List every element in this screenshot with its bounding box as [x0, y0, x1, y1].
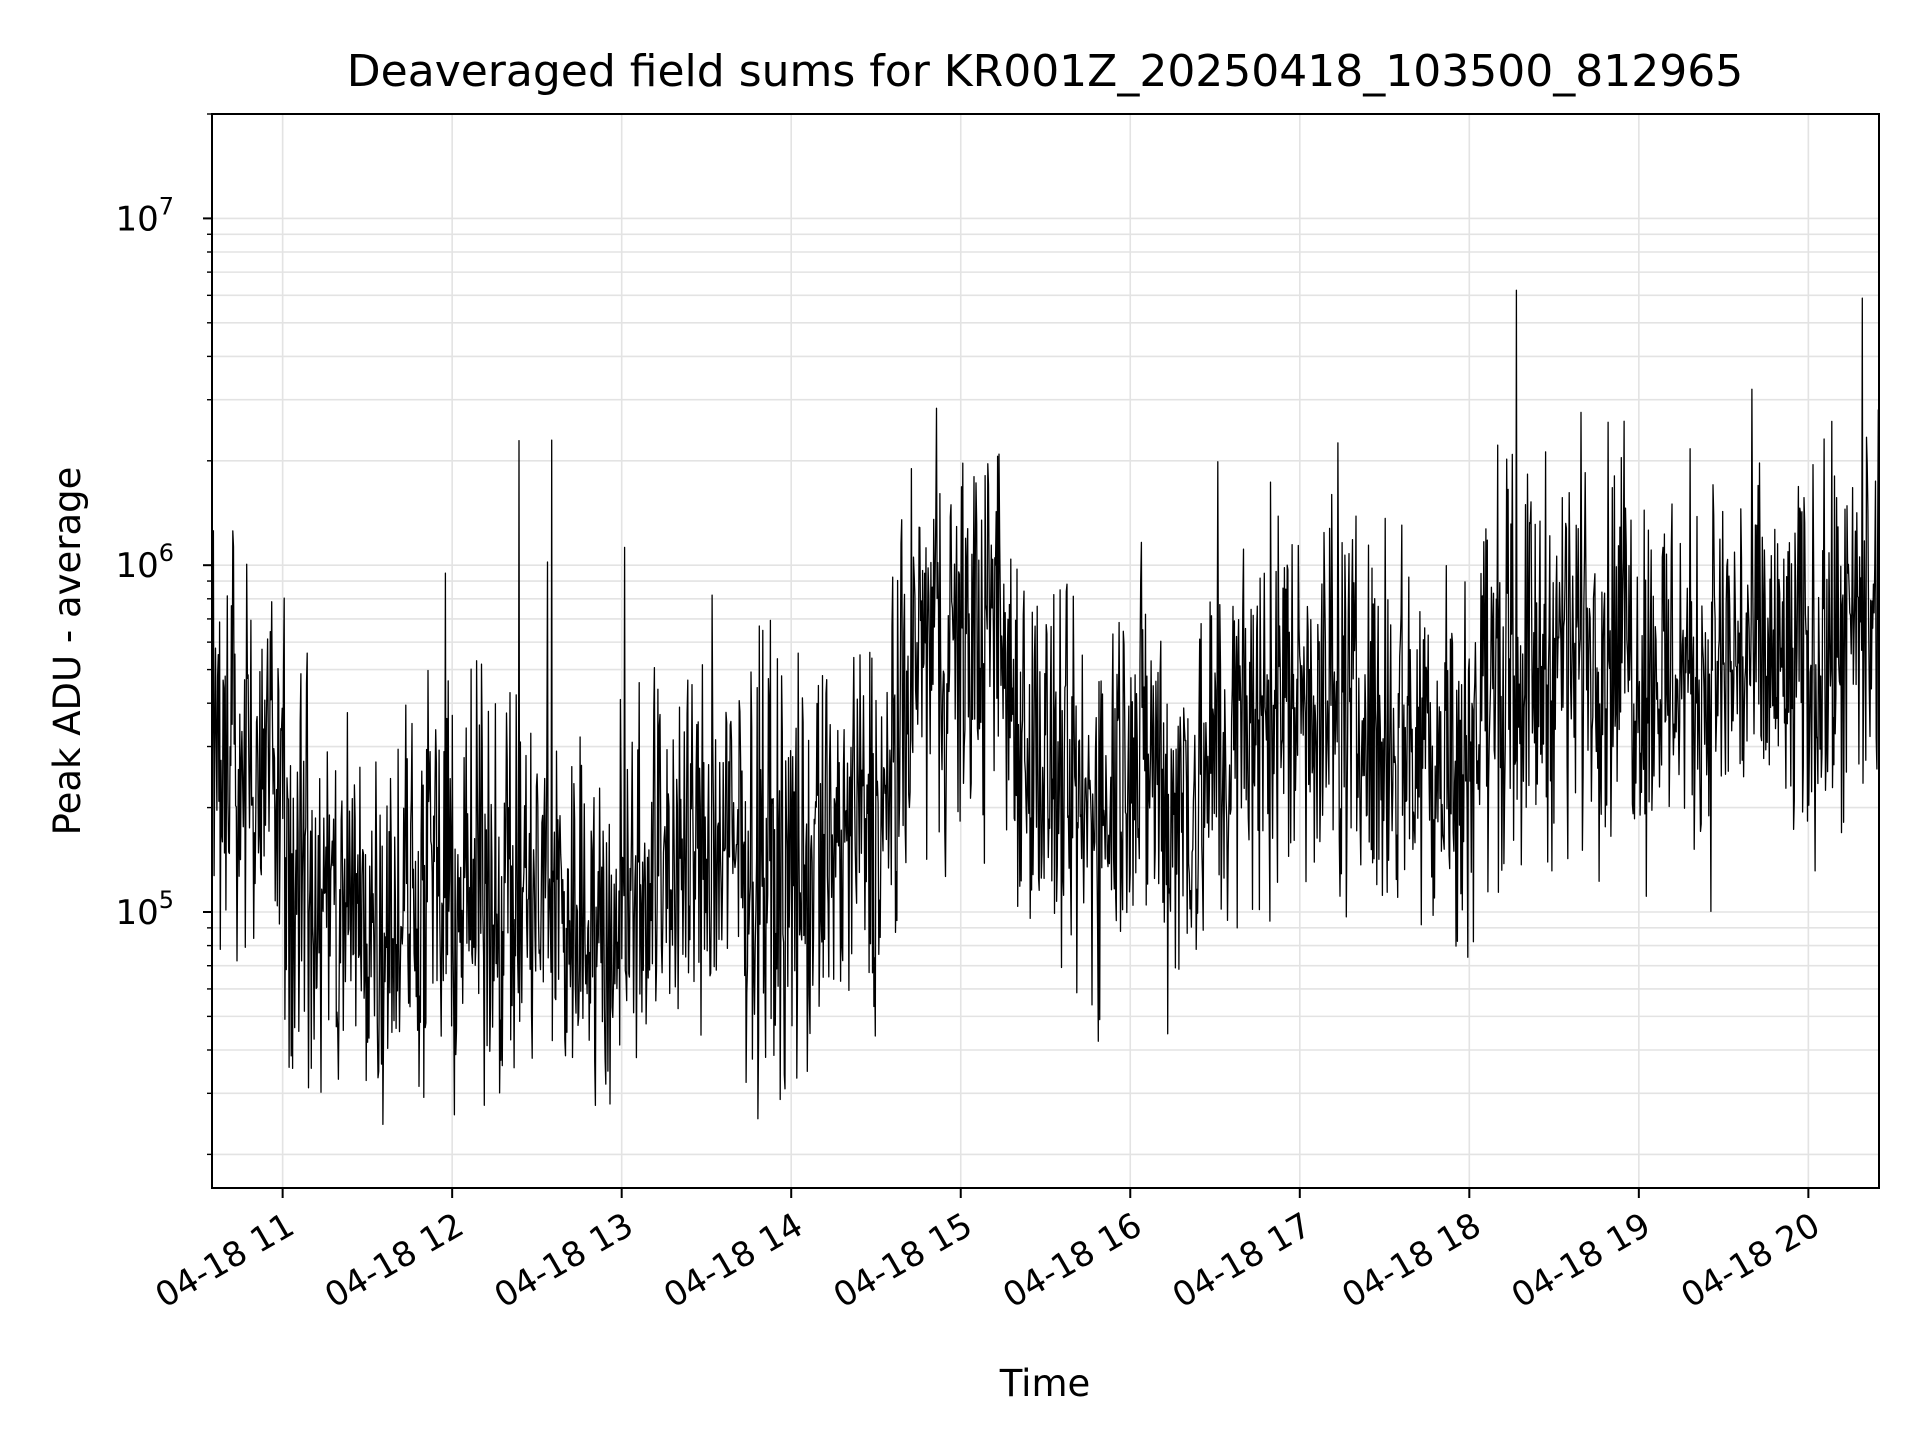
series-line [212, 289, 1879, 1126]
plot-frame [211, 113, 1880, 1189]
x-axis-label: Time [999, 1362, 1091, 1405]
chart-title: Deaveraged field sums for KR001Z_2025041… [347, 46, 1743, 97]
y-axis: 105 106 107 [115, 113, 212, 1156]
y-tick-label: 106 [115, 539, 174, 586]
y-tick-label: 107 [115, 192, 174, 239]
y-axis-label: Peak ADU - average [46, 467, 89, 836]
y-tick-label: 105 [115, 886, 174, 933]
